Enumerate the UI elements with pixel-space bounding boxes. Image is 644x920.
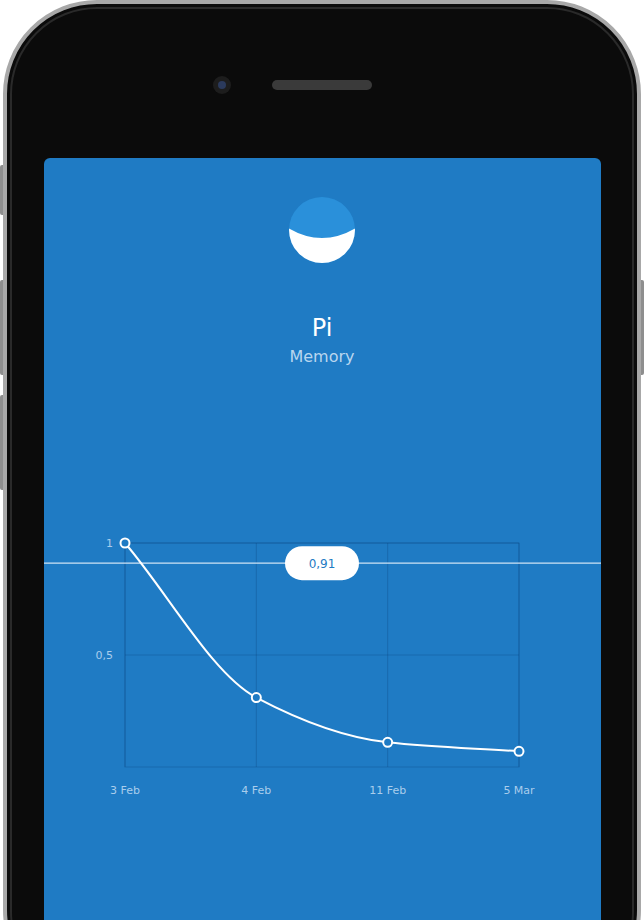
annotation-pill [285,546,359,580]
marker [515,747,524,756]
camera-lens [218,81,226,89]
annotation-label: 0,91 [309,557,336,571]
logo [285,193,365,273]
x-tick-label: 3 Feb [110,784,140,797]
line [125,543,519,751]
page: Pi Memory 0,5 1 3 Feb 4 Feb 11 Feb 5 Mar 0,91 [0,0,644,920]
grid [125,543,519,767]
phone-bezel [11,8,633,920]
title: Pi [312,314,333,342]
marker [383,738,392,747]
y-tick-label: 1 [106,537,113,550]
x-tick-label: 4 Feb [241,784,271,797]
x-tick-label: 11 Feb [369,784,406,797]
logo-wave [285,226,359,270]
plot-frame [125,543,519,767]
screen [44,158,601,920]
marker [252,693,261,702]
subtitle: Memory [289,347,354,366]
grid-line-y [125,543,519,544]
marker [121,539,130,548]
speaker [272,80,372,90]
logo-top [285,193,365,273]
y-tick-label: 0,5 [96,649,114,662]
x-tick-label: 5 Mar [503,784,535,797]
canvas: Pi Memory 0,5 1 3 Feb 4 Feb 11 Feb 5 Mar 0,91 [0,0,644,920]
phone-body [5,2,639,920]
plot-area [121,539,524,756]
camera [213,76,231,94]
grid-line-y [125,655,519,656]
